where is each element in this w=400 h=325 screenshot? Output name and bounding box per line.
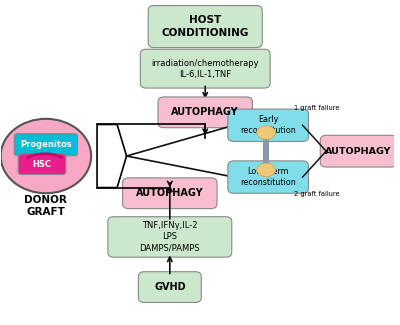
Text: AUTOPHAGY: AUTOPHAGY bbox=[136, 188, 204, 198]
Text: 1 graft failure: 1 graft failure bbox=[294, 105, 339, 111]
FancyBboxPatch shape bbox=[123, 178, 217, 209]
FancyBboxPatch shape bbox=[108, 217, 232, 257]
Text: TNF,IFNγ,IL-2
LPS
DAMPS/PAMPS: TNF,IFNγ,IL-2 LPS DAMPS/PAMPS bbox=[140, 221, 200, 253]
FancyBboxPatch shape bbox=[228, 109, 308, 141]
FancyBboxPatch shape bbox=[320, 135, 397, 167]
Text: Early
reconstitution: Early reconstitution bbox=[240, 115, 296, 135]
FancyBboxPatch shape bbox=[14, 134, 78, 156]
FancyBboxPatch shape bbox=[158, 97, 252, 128]
Circle shape bbox=[1, 119, 91, 193]
Text: HOST
CONDITIONING: HOST CONDITIONING bbox=[162, 15, 249, 38]
Text: GVHD: GVHD bbox=[154, 282, 186, 292]
Ellipse shape bbox=[257, 163, 276, 177]
Ellipse shape bbox=[257, 126, 276, 139]
Text: 2 graft failure: 2 graft failure bbox=[294, 191, 339, 197]
FancyBboxPatch shape bbox=[263, 137, 269, 165]
FancyBboxPatch shape bbox=[138, 272, 201, 303]
Text: HSC: HSC bbox=[32, 160, 52, 169]
FancyBboxPatch shape bbox=[228, 161, 308, 193]
FancyBboxPatch shape bbox=[140, 49, 270, 88]
FancyBboxPatch shape bbox=[148, 6, 262, 48]
Text: AUTOPHAGY: AUTOPHAGY bbox=[172, 107, 239, 117]
Text: DONOR
GRAFT: DONOR GRAFT bbox=[24, 195, 67, 217]
Text: AUTOPHAGY: AUTOPHAGY bbox=[326, 147, 392, 156]
Text: irradiation/chemotherapy
IL-6,IL-1,TNF: irradiation/chemotherapy IL-6,IL-1,TNF bbox=[152, 58, 259, 79]
FancyBboxPatch shape bbox=[18, 154, 66, 175]
Text: Long-term
reconstitution: Long-term reconstitution bbox=[240, 167, 296, 187]
Text: Progenitos: Progenitos bbox=[20, 140, 72, 149]
